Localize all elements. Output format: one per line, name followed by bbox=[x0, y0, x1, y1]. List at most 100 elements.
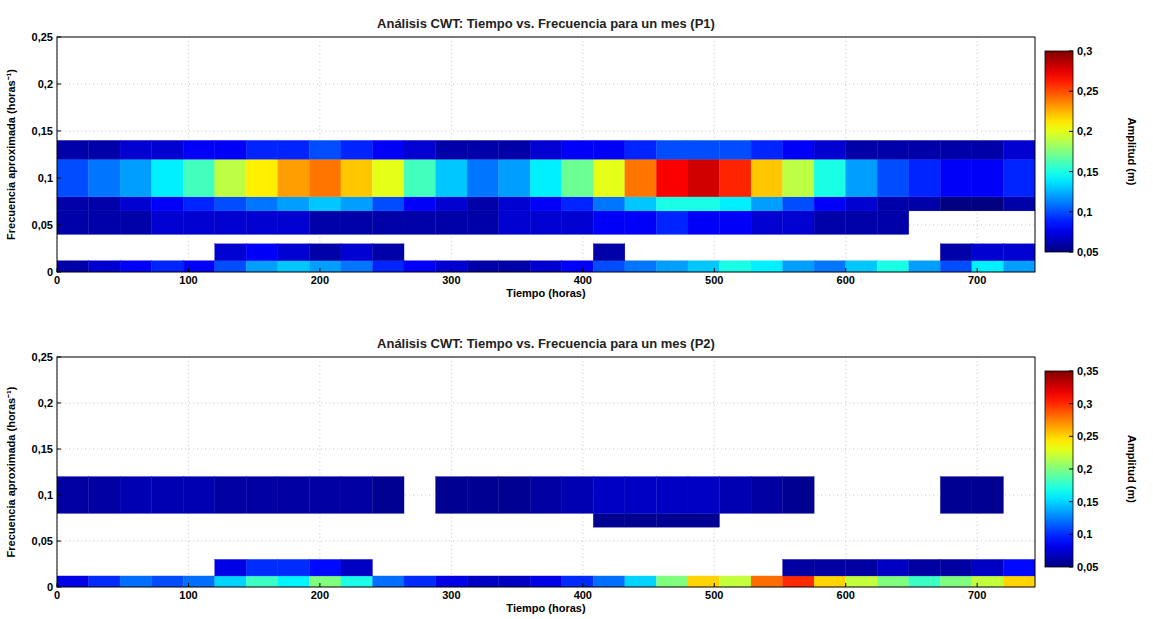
colorbar-tick-label: 0,3 bbox=[1077, 398, 1092, 410]
tick-mark bbox=[845, 268, 846, 272]
heat-cell bbox=[656, 211, 688, 235]
heat-cell bbox=[783, 159, 815, 197]
tick-mark bbox=[57, 541, 61, 542]
heat-cell bbox=[846, 261, 878, 272]
tick-mark bbox=[451, 268, 452, 272]
heat-cell bbox=[909, 559, 941, 576]
heat-cell bbox=[215, 140, 247, 159]
heat-cell bbox=[372, 140, 404, 159]
heat-cell bbox=[341, 159, 373, 197]
tick-mark bbox=[57, 449, 61, 450]
heat-cell bbox=[152, 140, 184, 159]
heat-cell bbox=[57, 261, 89, 272]
heat-cell bbox=[183, 211, 215, 235]
heat-cell bbox=[309, 211, 341, 235]
heat-cell bbox=[783, 559, 815, 576]
heat-cell bbox=[625, 211, 657, 235]
heat-cell bbox=[688, 197, 720, 211]
heat-cell bbox=[341, 477, 373, 514]
heat-cell bbox=[215, 211, 247, 235]
heat-cell bbox=[120, 211, 152, 235]
heat-cell bbox=[783, 477, 815, 514]
heat-cell bbox=[404, 211, 436, 235]
tick-mark bbox=[57, 178, 61, 179]
heat-cell bbox=[436, 140, 468, 159]
heat-cell bbox=[846, 211, 878, 235]
heat-cell bbox=[688, 477, 720, 514]
heat-cell bbox=[877, 576, 909, 587]
tick-mark bbox=[188, 268, 189, 272]
tick-mark bbox=[57, 131, 61, 132]
heat-cell bbox=[341, 140, 373, 159]
heat-cell bbox=[499, 576, 531, 587]
heat-cell bbox=[593, 140, 625, 159]
heat-cell bbox=[751, 159, 783, 197]
heat-cell bbox=[89, 576, 121, 587]
tick-label: 0 bbox=[47, 266, 53, 278]
heat-cell bbox=[688, 211, 720, 235]
colorbar-tick-label: 0,3 bbox=[1077, 45, 1092, 57]
tick-mark bbox=[57, 272, 61, 273]
colorbar-tick-label: 0,2 bbox=[1077, 463, 1092, 475]
tick-mark bbox=[319, 268, 320, 272]
heat-cell bbox=[972, 140, 1004, 159]
heat-cell bbox=[846, 140, 878, 159]
heat-cell bbox=[562, 576, 594, 587]
axis-title: Tiempo (horas) bbox=[506, 287, 586, 299]
heat-cell bbox=[404, 576, 436, 587]
heat-cell bbox=[372, 159, 404, 197]
heat-cell bbox=[814, 140, 846, 159]
heat-cell bbox=[656, 261, 688, 272]
heat-cell bbox=[372, 244, 404, 261]
colorbar-tick bbox=[1069, 501, 1073, 502]
panel: Análisis CWT: Tiempo vs. Frecuencia para… bbox=[5, 16, 1138, 299]
heat-cell bbox=[120, 140, 152, 159]
heat-cell bbox=[972, 244, 1004, 261]
heat-cell bbox=[183, 261, 215, 272]
heat-cell bbox=[877, 261, 909, 272]
heat-cell bbox=[1003, 576, 1035, 587]
tick-mark bbox=[57, 583, 58, 587]
tick-label: 0,05 bbox=[32, 219, 53, 231]
heat-cell bbox=[372, 261, 404, 272]
heat-cell bbox=[215, 261, 247, 272]
heat-cell bbox=[751, 261, 783, 272]
heat-cell bbox=[152, 211, 184, 235]
heat-cell bbox=[814, 576, 846, 587]
heat-cell bbox=[278, 559, 310, 576]
tick-mark bbox=[57, 225, 61, 226]
heat-cell bbox=[467, 576, 499, 587]
heat-cell bbox=[246, 211, 278, 235]
heat-cell bbox=[656, 159, 688, 197]
heat-cell bbox=[246, 559, 278, 576]
heat-cell bbox=[309, 244, 341, 261]
tick-label: 100 bbox=[179, 274, 197, 286]
heat-cell bbox=[814, 159, 846, 197]
heat-cell bbox=[814, 197, 846, 211]
heat-cell bbox=[940, 261, 972, 272]
heat-cell bbox=[89, 261, 121, 272]
colorbar-tick-label: 0,1 bbox=[1077, 528, 1092, 540]
heat-cell bbox=[499, 159, 531, 197]
heat-cell bbox=[152, 261, 184, 272]
heat-cell bbox=[57, 576, 89, 587]
heat-cell bbox=[972, 576, 1004, 587]
tick-mark bbox=[57, 357, 61, 358]
tick-mark bbox=[714, 583, 715, 587]
colorbar-tick bbox=[1069, 91, 1073, 92]
heat-cell bbox=[909, 576, 941, 587]
colorbar-tick-label: 0,2 bbox=[1077, 125, 1092, 137]
colorbar-tick-label: 0,25 bbox=[1077, 430, 1098, 442]
heat-cell bbox=[562, 211, 594, 235]
heat-cell bbox=[278, 576, 310, 587]
heat-cell bbox=[940, 576, 972, 587]
heat-cell bbox=[215, 576, 247, 587]
heat-cell bbox=[751, 211, 783, 235]
heat-cell bbox=[152, 477, 184, 514]
heat-cell bbox=[57, 140, 89, 159]
cells bbox=[57, 140, 1035, 272]
heat-cell bbox=[625, 140, 657, 159]
heat-cell bbox=[846, 159, 878, 197]
tick-label: 0,1 bbox=[38, 489, 53, 501]
heat-cell bbox=[688, 261, 720, 272]
